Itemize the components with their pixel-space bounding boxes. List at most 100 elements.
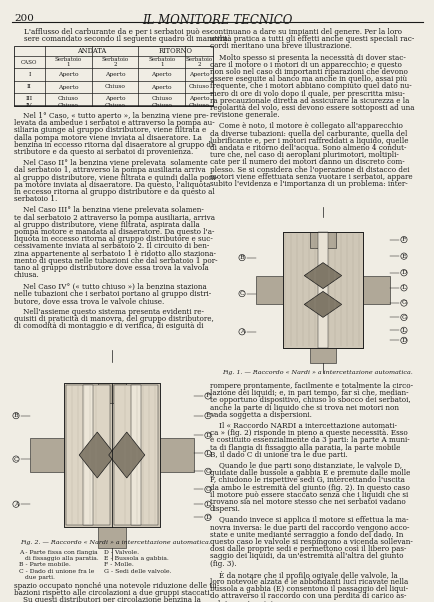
Text: vada soggetta a dispersioni.: vada soggetta a dispersioni. (210, 411, 311, 419)
Text: loro notevole alzata e le abbondanti luci ricavate nella: loro notevole alzata e le abbondanti luc… (210, 578, 408, 586)
Text: tano al gruppo distributore dove essa trova la valvola: tano al gruppo distributore dove essa tr… (14, 264, 208, 272)
Text: te dal serbatoio 2 attraverso la pompa ausiliaria, arriva: te dal serbatoio 2 attraverso la pompa a… (14, 214, 214, 222)
Bar (66, 385, 110, 525)
Text: II: II (27, 84, 32, 90)
Text: serbatoio 1.: serbatoio 1. (14, 195, 57, 203)
Text: è costituito essenzialmente da 3 parti: la parte A muni-: è costituito essenzialmente da 3 parti: … (210, 436, 409, 444)
Bar (64, 383, 159, 527)
Text: questo caso le valvole si respingono a vicenda sollevan-: questo caso le valvole si respingono a v… (210, 538, 412, 546)
Text: A - Parte fissa con flangia: A - Parte fissa con flangia (19, 550, 97, 555)
Text: in eccesso ritorna al gruppo distributore e da questo al: in eccesso ritorna al gruppo distributor… (14, 188, 214, 196)
Text: Chiuso: Chiuso (104, 84, 125, 90)
Text: al gruppo distributore, viene filtrata, aspirata dalla: al gruppo distributore, viene filtrata, … (14, 221, 199, 229)
Text: D: D (205, 433, 210, 438)
Text: novra inversa: le due parti del raccordo vengono acco-: novra inversa: le due parti del raccordo… (210, 524, 408, 532)
Polygon shape (303, 291, 341, 317)
Text: Quando le due parti sono distanziate, le valvole D,: Quando le due parti sono distanziate, le… (210, 462, 401, 470)
Text: saggio dei liquidi, da un'estremità all'altra del giunto: saggio dei liquidi, da un'estremità all'… (210, 553, 403, 560)
Text: quisiti di praticità di manovra, del gruppo distributore,: quisiti di praticità di manovra, del gru… (14, 315, 213, 323)
Text: Aperto: Aperto (105, 72, 125, 77)
Text: Aperto: Aperto (105, 96, 125, 102)
Text: ca » (fig. 2) risponde in pieno a queste necessità. Esso: ca » (fig. 2) risponde in pieno a queste… (210, 429, 407, 437)
Text: B: B (13, 413, 18, 418)
Text: E: E (205, 413, 210, 418)
Text: trovano sia nel motore stesso che nei serbatoi vadano: trovano sia nel motore stesso che nei se… (210, 498, 405, 506)
Text: Serbatoio
1: Serbatoio 1 (55, 57, 82, 67)
Text: Fig. 2. — Raccordo « Nardi » a intercettazione automatica.: Fig. 2. — Raccordo « Nardi » a intercett… (20, 540, 210, 545)
Text: IL MONITORE TECNICO: IL MONITORE TECNICO (142, 14, 292, 27)
Text: cate per il numero dei motori danno un discreto com-: cate per il numero dei motori danno un d… (210, 158, 404, 166)
Bar (283, 232, 362, 347)
Text: lazione dei liquidi; e, in pari tempo, far sì che, median-: lazione dei liquidi; e, in pari tempo, f… (210, 389, 408, 397)
Text: A: A (239, 329, 244, 334)
Text: lubrificante e, per i motori raffreddati a liquido, quelle: lubrificante e, per i motori raffreddati… (210, 137, 408, 145)
Text: mero di ore di volo dopo il quale, per prescritta misu-: mero di ore di volo dopo il quale, per p… (210, 90, 404, 98)
Text: Chiuso: Chiuso (58, 103, 79, 108)
Text: motori viene effettuata senza vuotare i serbatoi, appare: motori viene effettuata senza vuotare i … (210, 173, 412, 181)
Text: care il motore o i motori di un apparecchio; e questo: care il motore o i motori di un apparecc… (210, 61, 401, 69)
Text: C: C (13, 456, 18, 462)
Text: utilità pratica a tutti gli effetti anche questi speciali rac-: utilità pratica a tutti gli effetti anch… (210, 35, 414, 43)
Text: C - Dado di unione fra le: C - Dado di unione fra le (19, 569, 94, 574)
Text: G: G (205, 469, 210, 474)
Text: Nel Caso IV° (« tutto chiuso ») la benzina staziona: Nel Caso IV° (« tutto chiuso ») la benzi… (14, 282, 206, 290)
Text: Serbatoio
1: Serbatoio 1 (148, 57, 175, 67)
Bar (283, 232, 362, 347)
Text: do attraverso il raccordo con una perdita di carico as-: do attraverso il raccordo con una perdit… (210, 592, 405, 600)
Text: siliaria giunge al gruppo distributore, viene filtrata e: siliaria giunge al gruppo distributore, … (14, 126, 206, 134)
Bar (256, 276, 283, 303)
Text: È da notare che il profilo ogivale delle valvole, la: È da notare che il profilo ogivale delle… (210, 571, 397, 580)
Text: Su questi distributori per circolazione benzina la: Su questi distributori per circolazione … (14, 597, 201, 602)
Bar (14, 46, 213, 106)
Text: butore, dove essa trova le valvole chiuse.: butore, dove essa trova le valvole chius… (14, 297, 164, 305)
Polygon shape (79, 432, 115, 478)
Text: il motore può essere staccato senza che i liquidi che si: il motore può essere staccato senza che … (210, 491, 408, 499)
Text: A: A (13, 501, 18, 507)
Text: D: D (401, 338, 406, 343)
Text: Come è noto, il motore è collegato all'apparecchio: Come è noto, il motore è collegato all'a… (210, 122, 402, 131)
Text: IV: IV (26, 103, 33, 108)
Text: D - Valvole.: D - Valvole. (104, 550, 139, 555)
Text: I: I (28, 72, 30, 77)
Text: zina appartenente al serbatoio 1 è ridotto allo staziona-: zina appartenente al serbatoio 1 è ridot… (14, 250, 216, 258)
Bar (83, 385, 93, 525)
Text: B, il dado C di unione tra le due parti.: B, il dado C di unione tra le due parti. (210, 451, 347, 459)
Text: Aperto: Aperto (58, 72, 78, 77)
Text: benzina in eccesso ritorna dal disaeratore al gruppo di-: benzina in eccesso ritorna dal disaerato… (14, 141, 215, 149)
Text: anche la parte di liquido che si trova nei motori non: anche la parte di liquido che si trova n… (210, 403, 398, 412)
Bar (97, 383, 126, 403)
Text: rompere prontamente, facilmente e totalmente la circo-: rompere prontamente, facilmente e totalm… (210, 382, 412, 390)
Text: te opportuno dispositivo, chiuso lo sbocco dei serbatoi,: te opportuno dispositivo, chiuso lo sboc… (210, 396, 410, 405)
Text: Chiuso: Chiuso (188, 84, 209, 90)
Text: Aperto: Aperto (188, 72, 209, 77)
Text: Nel Caso III° la benzina viene prelevata solamen-: Nel Caso III° la benzina viene prelevata… (14, 206, 204, 214)
Text: D: D (205, 515, 210, 520)
Text: B - Parte mobile.: B - Parte mobile. (19, 562, 71, 568)
Polygon shape (108, 432, 145, 478)
Bar (30, 438, 64, 472)
Text: G: G (401, 300, 406, 305)
Text: pompa motore e mandata al disaeratore. Da questo l'a-: pompa motore e mandata al disaeratore. D… (14, 228, 214, 236)
Text: di andata e ritorno dell'acqua. Sono almeno 4 condut-: di andata e ritorno dell'acqua. Sono alm… (210, 144, 405, 152)
Text: Nel 1° Caso, « tutto aperto », la benzina viene pre-: Nel 1° Caso, « tutto aperto », la benzin… (14, 112, 208, 120)
Text: chiusa.: chiusa. (14, 271, 39, 279)
Text: regolarità del volo, essi devono essere sottoposti ad una: regolarità del volo, essi devono essere … (210, 104, 414, 112)
Text: Nell'assieme questo sistema presenta evidenti re-: Nell'assieme questo sistema presenta evi… (14, 308, 204, 316)
Text: III: III (26, 96, 33, 102)
Bar (310, 232, 335, 248)
Text: ANDATA: ANDATA (77, 47, 106, 55)
Text: liquota in eccesso ritorna al gruppo distributore e suc-: liquota in eccesso ritorna al gruppo dis… (14, 235, 212, 243)
Text: bussola a gabbia (E) consentono il passaggio del liqui-: bussola a gabbia (E) consentono il passa… (210, 585, 407, 593)
Bar (310, 347, 335, 364)
Text: di fissaggio alla paratia.: di fissaggio alla paratia. (19, 556, 99, 561)
Text: Il « Raccordo NARDI a intercettazione automati-: Il « Raccordo NARDI a intercettazione au… (210, 422, 396, 430)
Text: B: B (239, 255, 244, 260)
Text: sere comandato secondo il seguente quadro di manovra.: sere comandato secondo il seguente quadr… (24, 35, 230, 43)
Text: Aperto: Aperto (188, 96, 209, 102)
Text: al gruppo distributore, viene filtrata e quindi dalla pom-: al gruppo distributore, viene filtrata e… (14, 173, 217, 182)
Text: di comodità di montaggio e di verifica, di esiguità di: di comodità di montaggio e di verifica, … (14, 323, 203, 330)
Text: Chiuso: Chiuso (104, 103, 125, 108)
Text: subito l'evidenza e l'importanza di un problema: inter-: subito l'evidenza e l'importanza di un p… (210, 180, 407, 188)
Bar (159, 438, 194, 472)
Text: G - Sedi delle valvole.: G - Sedi delle valvole. (104, 569, 171, 574)
